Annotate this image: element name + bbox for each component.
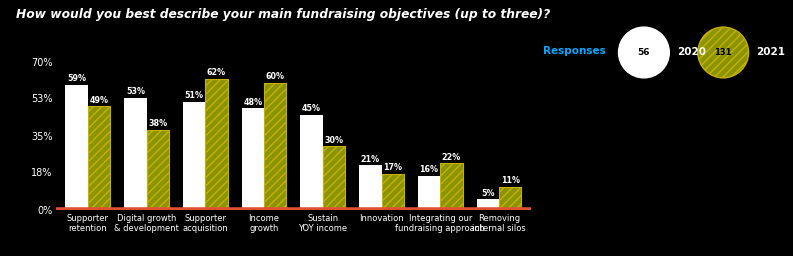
Text: 17%: 17% (383, 163, 402, 172)
Bar (301, 115, 323, 210)
Bar (264, 83, 286, 210)
Ellipse shape (698, 27, 749, 78)
Bar (183, 102, 205, 210)
Bar (323, 146, 345, 210)
Bar (477, 199, 499, 210)
Text: 38%: 38% (148, 119, 167, 128)
Text: 11%: 11% (500, 176, 519, 185)
Text: 45%: 45% (302, 104, 321, 113)
Text: How would you best describe your main fundraising objectives (up to three)?: How would you best describe your main fu… (16, 8, 550, 21)
Text: 21%: 21% (361, 155, 380, 164)
Text: 22%: 22% (442, 153, 461, 162)
Ellipse shape (619, 27, 669, 78)
Bar (440, 163, 462, 210)
Bar (125, 98, 147, 210)
Text: 2020: 2020 (677, 47, 707, 58)
Bar (359, 165, 381, 210)
Bar (499, 187, 521, 210)
Text: 131: 131 (714, 48, 732, 57)
Bar (381, 174, 404, 210)
Text: 48%: 48% (243, 98, 262, 107)
Text: 5%: 5% (481, 189, 495, 198)
Bar (66, 85, 88, 210)
Bar (418, 176, 440, 210)
Text: 16%: 16% (419, 165, 439, 174)
Bar (147, 130, 169, 210)
Bar (242, 108, 264, 210)
Text: 49%: 49% (90, 95, 109, 104)
Bar (88, 106, 110, 210)
Text: 56: 56 (638, 48, 650, 57)
Text: 30%: 30% (324, 136, 343, 145)
Bar (205, 79, 228, 210)
Text: Responses: Responses (543, 46, 606, 56)
Text: 53%: 53% (126, 87, 145, 96)
Text: 62%: 62% (207, 68, 226, 77)
Text: 60%: 60% (266, 72, 285, 81)
Text: 2021: 2021 (757, 47, 786, 58)
Text: 59%: 59% (67, 74, 86, 83)
Text: 51%: 51% (185, 91, 204, 100)
